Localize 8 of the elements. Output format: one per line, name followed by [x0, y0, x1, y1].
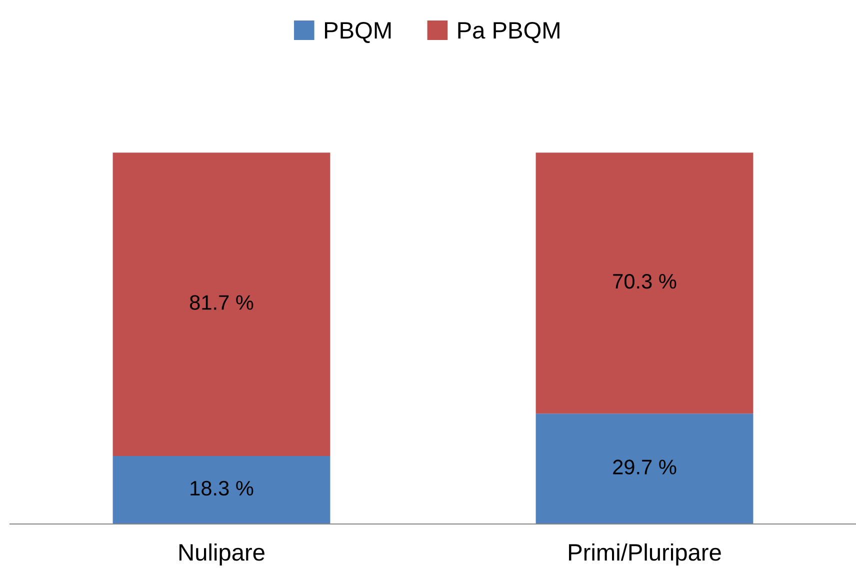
- x-tick-label: Nulipare: [179, 543, 264, 566]
- data-label: 29.7 %: [613, 460, 676, 474]
- data-label: 18.3 %: [190, 480, 254, 496]
- data-label: 70.3 %: [613, 274, 676, 289]
- data-label: 81.7 %: [190, 295, 254, 310]
- legend-label: PBQM: [324, 22, 391, 43]
- x-tick-label: Primi/Pluripare: [569, 543, 721, 566]
- legend-label: Pa PBQM: [458, 22, 560, 43]
